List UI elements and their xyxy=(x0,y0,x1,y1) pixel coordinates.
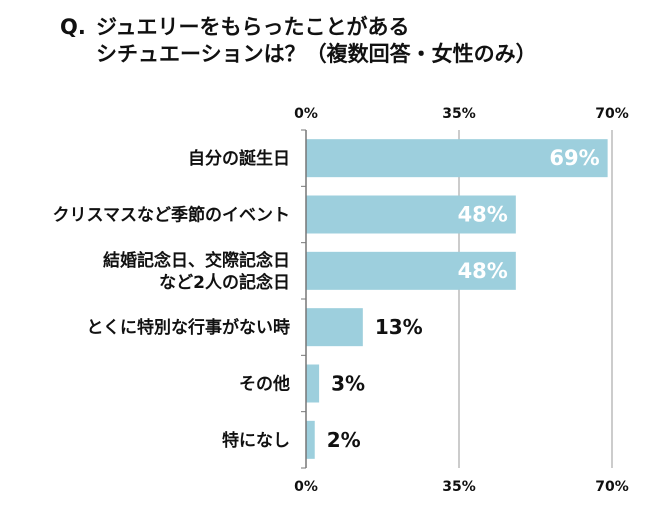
bar-1 xyxy=(306,195,516,234)
x-tick-label-top-70: 70% xyxy=(595,106,629,122)
bar-2 xyxy=(306,251,516,290)
x-tick-label-bottom-0: 0% xyxy=(294,479,318,495)
x-tick-label-bottom-35: 35% xyxy=(442,479,476,495)
category-label-4: その他 xyxy=(239,374,290,395)
title-line-1: Q. ジュエリーをもらったことがある xyxy=(60,14,537,41)
value-label-5: 2% xyxy=(327,428,361,452)
bar-0 xyxy=(306,139,608,178)
title-prefix: Q. xyxy=(60,15,86,39)
category-label-5: 特になし xyxy=(222,430,290,451)
value-label-1: 48% xyxy=(458,203,508,227)
x-tick-label-top-35: 35% xyxy=(442,106,476,122)
value-label-4: 3% xyxy=(331,372,365,396)
title-line-2: シチュエーションは？（複数回答・女性のみ） xyxy=(96,42,537,66)
category-label-1: クリスマスなど季節のイベント xyxy=(53,205,291,226)
x-tick-label-top-0: 0% xyxy=(294,106,318,122)
chart-title: Q. ジュエリーをもらったことがある シチュエーションは？（複数回答・女性のみ） xyxy=(60,14,537,68)
bar-3 xyxy=(306,308,363,347)
category-label-3: とくに特別な行事がない時 xyxy=(87,317,291,338)
category-label-2-line-0: 結婚記念日、交際記念日 xyxy=(103,250,290,271)
value-label-3: 13% xyxy=(375,315,423,339)
title-line-1-text: ジュエリーをもらったことがある xyxy=(96,15,410,39)
value-label-0: 69% xyxy=(549,146,599,170)
value-label-2: 48% xyxy=(458,259,508,283)
category-label-0: 自分の誕生日 xyxy=(188,148,290,169)
bar-5 xyxy=(306,420,315,459)
category-label-2-line-1: など2人の記念日 xyxy=(159,272,290,293)
bar-4 xyxy=(306,364,320,403)
x-tick-label-bottom-70: 70% xyxy=(595,479,629,495)
